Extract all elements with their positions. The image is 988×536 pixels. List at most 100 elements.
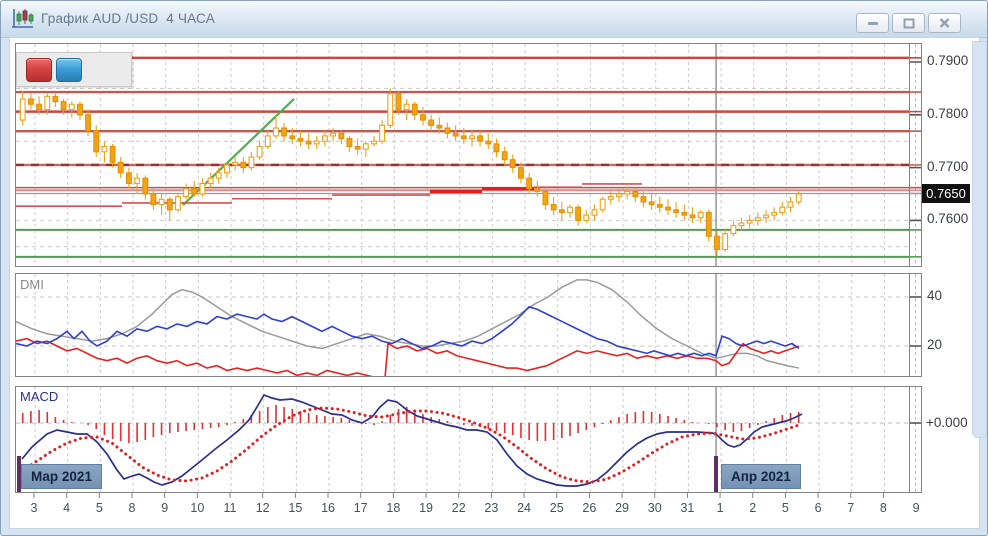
macd-line bbox=[21, 393, 803, 487]
candle bbox=[125, 172, 132, 184]
dmi-axis-strip[interactable] bbox=[909, 273, 922, 377]
candle bbox=[346, 138, 353, 148]
macd-label: MACD bbox=[20, 389, 59, 404]
x-axis-label: 19 bbox=[419, 501, 433, 515]
candle bbox=[681, 211, 688, 216]
price-axis-strip[interactable] bbox=[909, 43, 922, 267]
candle bbox=[44, 95, 51, 111]
candle bbox=[183, 188, 189, 198]
candle bbox=[264, 135, 271, 148]
candle bbox=[150, 193, 157, 206]
candle bbox=[599, 198, 606, 211]
candle bbox=[142, 177, 149, 195]
candle bbox=[567, 206, 573, 214]
candle bbox=[273, 127, 279, 137]
grid-layer bbox=[16, 387, 911, 492]
candle bbox=[477, 135, 484, 142]
candle bbox=[754, 217, 761, 221]
april-start-marker bbox=[714, 456, 718, 492]
x-axis-label: 15 bbox=[288, 501, 303, 515]
candle bbox=[795, 193, 802, 203]
candle bbox=[705, 211, 712, 237]
candle bbox=[403, 103, 410, 111]
candle bbox=[591, 209, 598, 216]
candle bbox=[305, 140, 312, 145]
candle bbox=[223, 164, 230, 174]
candle bbox=[746, 219, 753, 224]
axis-tick-strip bbox=[910, 274, 921, 376]
candle bbox=[501, 151, 508, 161]
x-axis-label: 25 bbox=[549, 501, 564, 515]
candle bbox=[493, 143, 500, 153]
candles-layer bbox=[19, 88, 802, 257]
minimize-icon bbox=[867, 22, 878, 25]
candle bbox=[68, 103, 75, 111]
candle bbox=[722, 233, 729, 250]
candle bbox=[632, 190, 639, 198]
title-bar[interactable]: График AUD /USD 4 ЧАСА bbox=[1, 1, 987, 38]
candle bbox=[436, 124, 443, 129]
candle bbox=[175, 196, 181, 211]
x-axis-label: 29 bbox=[615, 501, 629, 515]
axis-tick-strip bbox=[910, 387, 921, 492]
candle bbox=[313, 140, 320, 145]
candle bbox=[166, 198, 173, 211]
price-axis-label: 0.7900 bbox=[927, 53, 969, 68]
x-axis-label: 5 bbox=[95, 501, 103, 515]
candle bbox=[689, 214, 696, 219]
dmi-canvas bbox=[16, 274, 911, 376]
x-axis-label: 11 bbox=[223, 501, 237, 515]
x-axis-label: 18 bbox=[386, 501, 401, 515]
candle bbox=[738, 222, 745, 227]
candle bbox=[297, 138, 304, 142]
price-axis-label: 0.7700 bbox=[927, 158, 969, 174]
price-panel[interactable] bbox=[15, 43, 912, 267]
x-axis-label: 3 bbox=[30, 501, 38, 515]
red-indicator-button[interactable] bbox=[26, 58, 52, 82]
candle bbox=[444, 127, 451, 134]
x-axis-label: 24 bbox=[517, 501, 531, 515]
x-axis-label: 26 bbox=[582, 501, 597, 515]
dmi-panel[interactable]: DMI bbox=[15, 273, 912, 377]
candle bbox=[321, 135, 328, 142]
x-axis-label: 9 bbox=[912, 501, 920, 515]
candle bbox=[379, 124, 386, 142]
plus-di-line bbox=[16, 305, 800, 357]
candle bbox=[199, 182, 206, 195]
dmi-axis-label: 40 bbox=[927, 288, 943, 303]
candle bbox=[19, 98, 26, 121]
step-line bbox=[16, 183, 642, 207]
price-chart-canvas bbox=[16, 44, 911, 266]
macd-zero-label: +0.000 bbox=[926, 415, 968, 430]
candle bbox=[109, 145, 116, 163]
indicator-toolbar bbox=[16, 52, 132, 87]
candle bbox=[665, 206, 671, 211]
price-axis-label: 0.7600 bbox=[927, 211, 969, 227]
macd-axis-strip[interactable] bbox=[909, 386, 922, 493]
window-title: График AUD /USD 4 ЧАСА bbox=[41, 11, 215, 26]
candle bbox=[419, 114, 426, 121]
x-axis-label: 2 bbox=[749, 501, 757, 515]
candle bbox=[550, 204, 557, 211]
close-button[interactable] bbox=[928, 13, 961, 33]
macd-canvas bbox=[16, 387, 911, 492]
candle bbox=[354, 145, 361, 150]
maximize-button[interactable] bbox=[892, 13, 925, 33]
candle bbox=[338, 132, 345, 140]
x-axis-label: 4 bbox=[63, 501, 71, 515]
x-axis-ticks bbox=[33, 493, 884, 498]
minimize-button[interactable] bbox=[856, 13, 889, 33]
candle bbox=[240, 161, 247, 169]
candle bbox=[134, 177, 141, 184]
close-icon bbox=[939, 18, 950, 28]
price-axis-label: 0.7800 bbox=[927, 105, 969, 121]
candle bbox=[673, 209, 680, 214]
candle bbox=[460, 135, 467, 140]
candle bbox=[469, 135, 475, 140]
candle bbox=[648, 201, 655, 206]
current-price-tag: 0.7650 bbox=[922, 184, 970, 203]
candle bbox=[371, 140, 377, 145]
blue-indicator-button[interactable] bbox=[56, 58, 82, 82]
candle bbox=[656, 204, 663, 208]
